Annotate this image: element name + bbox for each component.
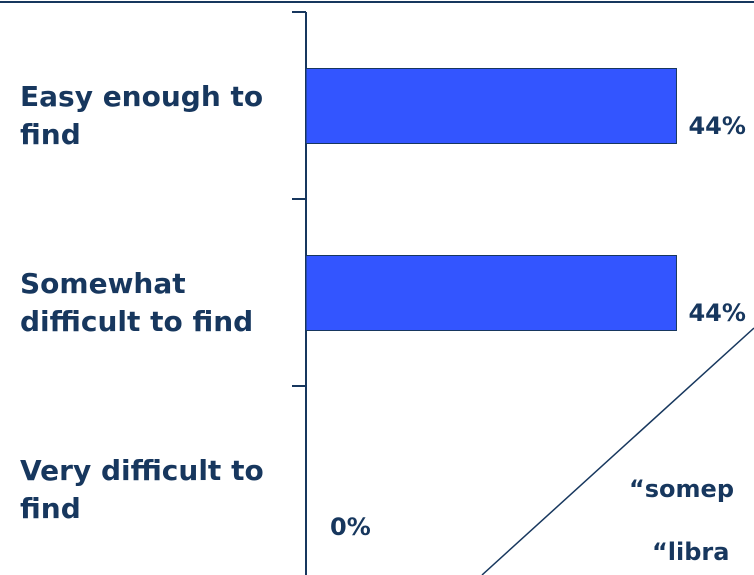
callout-text-1: “somep	[629, 475, 735, 503]
callout-pointer-line	[481, 327, 754, 575]
value-label-0: 44%	[688, 112, 745, 140]
value-label-2: 0%	[330, 513, 371, 541]
bar-0	[305, 68, 677, 144]
category-label-somewhat-difficult-to-find: Somewhat difficult to find	[20, 267, 254, 338]
category-label-easy-enough-to-find: Easy enough to find	[20, 80, 264, 151]
value-label-1: 44%	[688, 299, 745, 327]
callout-text-2: “libra	[652, 538, 730, 566]
bar-1	[305, 255, 677, 331]
category-label-very-difficult-to-find: Very difficult to find	[20, 454, 264, 525]
